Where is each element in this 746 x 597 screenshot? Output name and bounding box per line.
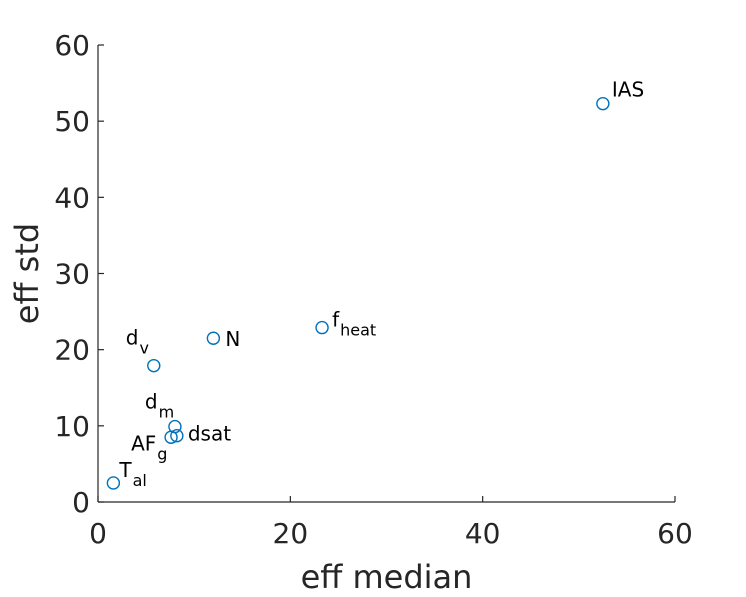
axes: 0 20 40 60 0 10 20 30 40 50 60 [54,29,692,550]
point-label: Tal [118,458,146,490]
data-point [315,320,329,335]
point-label-main: d [126,326,139,350]
x-axis-title: eff median [301,558,473,596]
point-label-main: d [145,390,158,414]
x-tick-label: 20 [273,517,309,550]
data-point [206,331,221,345]
y-tick-label: 30 [54,258,90,291]
point-label-main: dsat [188,422,231,446]
point-label-subscript: al [133,471,147,490]
y-tick-label: 10 [54,410,90,443]
x-tick-label: 0 [89,517,107,550]
x-tick-label: 60 [657,517,693,550]
point-label: N [225,327,240,351]
data-point [596,96,610,111]
point-label: dv [126,326,149,358]
point-label-main: AF [131,431,156,455]
point-label: AFg [131,431,167,463]
y-tick-label: 40 [54,181,90,214]
point-label-subscript: heat [340,321,376,340]
point-label-subscript: m [159,403,175,422]
data-point [106,476,121,490]
point-label-main: IAS [612,78,644,102]
y-tick-label: 50 [54,105,90,138]
data-point [164,430,178,444]
y-tick-label: 0 [72,486,90,519]
point-label: fheat [332,308,376,340]
y-axis-title: eff std [8,223,46,324]
x-tick-label: 40 [465,517,501,550]
y-tick-label: 60 [54,29,90,62]
data-points [106,96,610,490]
data-point [147,358,161,373]
point-label-subscript: g [157,444,167,463]
point-label-subscript: v [139,339,148,358]
y-tick-label: 20 [54,334,90,367]
point-label: dsat [188,422,231,446]
data-point [170,429,184,443]
point-label: dm [145,390,174,422]
point-label-main: N [225,327,240,351]
point-label-main: T [118,458,132,482]
point-label: IAS [612,78,644,102]
point-label-main: f [332,308,340,332]
